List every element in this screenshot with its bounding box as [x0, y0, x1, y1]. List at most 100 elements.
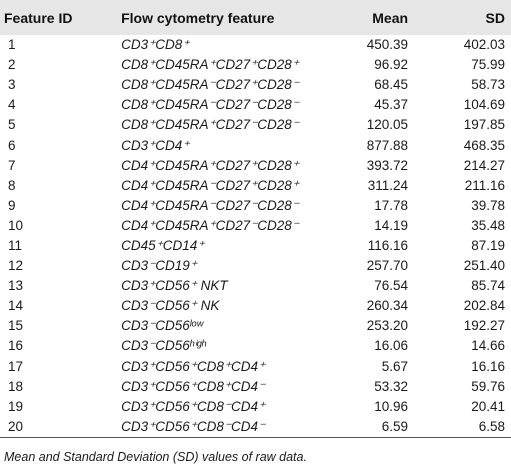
cell-feature-id: 16: [8, 338, 24, 354]
cell-feature-id: 17: [8, 358, 24, 374]
cell-feature-id: 15: [8, 318, 24, 334]
cell-feature: CD4⁺CD45RA⁻CD27⁺CD28⁺: [121, 177, 299, 193]
cell-mean: 6.59: [335, 416, 409, 438]
table-header: Feature ID Flow cytometry feature Mean S…: [0, 0, 511, 35]
cell-sd: 202.84: [463, 298, 505, 314]
cell-feature-id: 5: [8, 117, 16, 133]
table-body: 1 CD3⁺CD8⁺ 450.39 402.03 2 CD8⁺CD45RA⁺CD27⁺CD…: [0, 35, 511, 438]
cell-feature: CD4⁺CD45RA⁺CD27⁻CD28⁻: [121, 217, 299, 233]
cell-mean: 10.96: [374, 398, 409, 414]
cell-feature: CD8⁺CD45RA⁻CD27⁻CD28⁻: [121, 97, 299, 113]
table-row: 16 CD3⁻CD56ʰⁱᵍʰ 16.06 14.66: [0, 336, 511, 356]
table-row: 12 CD3⁻CD19⁺ 257.70 251.40: [0, 256, 511, 276]
header-sd: SD: [485, 9, 505, 26]
cell-feature-id: 2: [8, 57, 16, 73]
cell-mean: 257.70: [366, 258, 409, 274]
cell-mean: 16.06: [374, 338, 409, 354]
cell-sd: 85.74: [471, 278, 505, 294]
table-row: 5 CD8⁺CD45RA⁺CD27⁻CD28⁻ 120.05 197.85: [0, 115, 511, 135]
table-footnote: Mean and Standard Deviation (SD) values …: [4, 450, 307, 464]
cell-feature-id: 10: [8, 217, 24, 233]
cell-mean: 45.37: [374, 97, 409, 113]
table-row: 7 CD4⁺CD45RA⁺CD27⁺CD28⁺ 393.72 214.27: [0, 156, 511, 176]
table-row: 15 CD3⁻CD56ˡᵒʷ 253.20 192.27: [0, 316, 511, 336]
cell-feature-id: 20: [0, 416, 122, 438]
table-row: 19 CD3⁺CD56⁺CD8⁻CD4⁺ 10.96 20.41: [0, 397, 511, 417]
cell-mean: 5.67: [381, 358, 409, 374]
cell-feature: CD3⁻CD56ʰⁱᵍʰ: [121, 338, 206, 354]
cell-feature-id: 18: [8, 378, 24, 394]
table-row: 6 CD3⁺CD4⁺ 877.88 468.35: [0, 135, 511, 155]
table-row: 9 CD4⁺CD45RA⁻CD27⁻CD28⁻ 17.78 39.78: [0, 196, 511, 216]
cell-feature: CD3⁺CD56⁺ NKT: [121, 278, 228, 294]
cell-feature: CD8⁺CD45RA⁺CD27⁺CD28⁺: [121, 57, 299, 73]
cell-sd: 197.85: [463, 117, 505, 133]
cell-mean: 68.45: [374, 77, 409, 93]
cell-mean: 17.78: [374, 197, 409, 213]
cell-sd: 58.73: [471, 77, 505, 93]
cell-mean: 53.32: [374, 378, 409, 394]
cell-feature-id: 13: [8, 278, 24, 294]
table-row: 20 CD3⁺CD56⁺CD8⁻CD4⁻ 6.59 6.58: [0, 416, 511, 438]
cell-mean: 260.34: [366, 298, 409, 314]
cell-feature-id: 1: [8, 37, 16, 53]
cell-sd: 39.78: [471, 197, 505, 213]
header-flow-cytometry-feature: Flow cytometry feature: [121, 9, 275, 26]
cell-mean: 253.20: [366, 318, 409, 334]
table-row: 10 CD4⁺CD45RA⁺CD27⁻CD28⁻ 14.19 35.48: [0, 216, 511, 236]
cell-sd: 251.40: [463, 258, 505, 274]
cell-feature: CD3⁻CD19⁺: [121, 258, 197, 274]
cell-sd: 75.99: [471, 57, 505, 73]
cell-feature: CD4⁺CD45RA⁻CD27⁻CD28⁻: [121, 197, 299, 213]
cell-sd: 59.76: [471, 378, 505, 394]
cell-sd: 35.48: [471, 217, 505, 233]
cell-mean: 76.54: [374, 278, 409, 294]
cell-mean: 120.05: [366, 117, 409, 133]
table-row: 18 CD3⁺CD56⁺CD8⁺CD4⁻ 53.32 59.76: [0, 377, 511, 397]
table-row: 11 CD45⁺CD14⁺ 116.16 87.19: [0, 236, 511, 256]
table-row: 14 CD3⁻CD56⁺ NK 260.34 202.84: [0, 296, 511, 316]
cell-mean: 393.72: [366, 157, 409, 173]
data-table: Feature ID Flow cytometry feature Mean S…: [0, 0, 511, 438]
cell-feature: CD3⁺CD8⁺: [121, 37, 190, 53]
cell-feature-id: 14: [8, 298, 24, 314]
cell-mean: 450.39: [366, 37, 409, 53]
cell-feature-id: 4: [8, 97, 16, 113]
cell-mean: 14.19: [374, 217, 409, 233]
table-row: 4 CD8⁺CD45RA⁻CD27⁻CD28⁻ 45.37 104.69: [0, 95, 511, 115]
cell-feature-id: 6: [8, 137, 16, 153]
cell-feature-id: 8: [8, 177, 16, 193]
table-row: 1 CD3⁺CD8⁺ 450.39 402.03: [0, 35, 511, 55]
cell-sd: 192.27: [463, 318, 505, 334]
cell-sd: 468.35: [463, 137, 505, 153]
table-row: 17 CD3⁺CD56⁺CD8⁺CD4⁺ 5.67 16.16: [0, 357, 511, 377]
table-row: 3 CD8⁺CD45RA⁻CD27⁺CD28⁻ 68.45 58.73: [0, 75, 511, 95]
cell-sd: 14.66: [471, 338, 505, 354]
header-mean: Mean: [372, 9, 409, 26]
cell-mean: 96.92: [374, 57, 409, 73]
cell-mean: 877.88: [366, 137, 409, 153]
cell-sd: 211.16: [464, 177, 505, 193]
cell-feature-id: 3: [8, 77, 16, 93]
cell-mean: 116.16: [367, 237, 409, 253]
cell-feature: CD8⁺CD45RA⁻CD27⁺CD28⁻: [121, 77, 299, 93]
cell-feature: CD3⁻CD56⁺ NK: [121, 298, 220, 314]
cell-feature-id: 11: [8, 237, 23, 253]
cell-feature-id: 12: [8, 258, 24, 274]
cell-sd: 20.41: [471, 398, 505, 414]
cell-sd: 104.69: [463, 97, 505, 113]
table-row: 13 CD3⁺CD56⁺ NKT 76.54 85.74: [0, 276, 511, 296]
cell-feature: CD45⁺CD14⁺: [121, 237, 205, 253]
cell-feature-id: 9: [8, 197, 16, 213]
cell-sd: 87.19: [471, 237, 505, 253]
cell-sd: 214.27: [463, 157, 505, 173]
cell-feature: CD3⁺CD56⁺CD8⁺CD4⁺: [121, 358, 266, 374]
cell-mean: 311.24: [367, 177, 409, 193]
cell-feature-id: 19: [8, 398, 24, 414]
cell-feature-id: 7: [8, 157, 16, 173]
cell-feature: CD3⁺CD4⁺: [121, 137, 190, 153]
cell-feature: CD3⁺CD56⁺CD8⁻CD4⁺: [121, 398, 266, 414]
cell-sd: 6.58: [408, 416, 511, 438]
header-row: Feature ID Flow cytometry feature Mean S…: [0, 0, 511, 35]
